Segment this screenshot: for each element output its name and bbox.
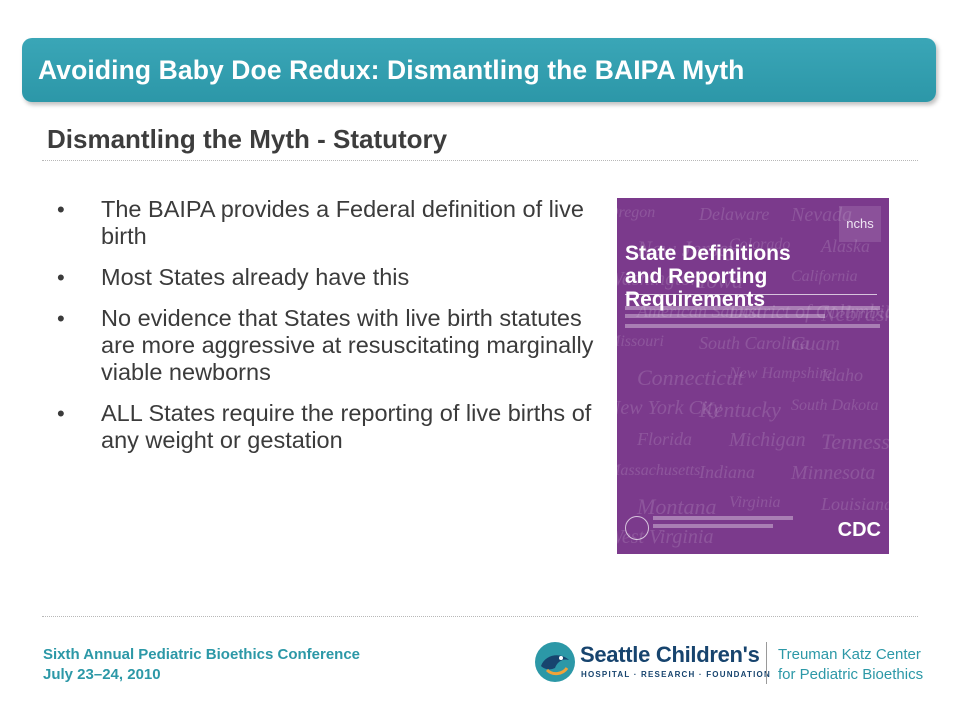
cdc-logo: CDC [837,519,881,541]
cover-state-name: California [791,268,858,286]
cover-fineprint [653,516,793,520]
whale-logo-icon [535,642,575,682]
cover-state-name: Oregon [617,204,656,221]
cover-state-name: Florida [637,429,693,450]
cover-state-name: Missouri [617,332,664,350]
cover-state-name: Louisiana [821,493,889,514]
bullet-item: • ALL States require the reporting of liv… [57,400,597,454]
title-bar: Avoiding Baby Doe Redux: Dismantling the… [22,38,936,102]
cover-state-name: Connecticut [637,365,744,390]
slide-subtitle: Dismantling the Myth - Statutory [47,124,448,154]
bullet-item: • No evidence that States with live birth… [57,305,597,386]
cover-state-name: Alaska [821,236,870,257]
bullet-dot: • [57,401,65,426]
cover-rule [625,294,877,295]
cover-state-name: Colorado [729,236,791,254]
cover-title: State Definitions and Reporting Requirem… [625,242,791,311]
bullet-dot: • [57,265,65,290]
top-divider [42,160,918,161]
cover-state-name: American Samoa [637,300,761,321]
bullet-text: No evidence that States with live birth … [101,305,594,385]
cover-state-name: Iowa [699,268,743,294]
cover-state-name: Washington [617,268,701,291]
bullet-item: • The BAIPA provides a Federal definition… [57,196,597,250]
conference-dates: July 23–24, 2010 [43,666,161,683]
cover-fineprint [625,306,880,310]
footer-divider [766,642,767,684]
cover-state-name: Nebraska [821,300,889,326]
cover-state-name: Nevada [791,204,853,226]
cover-fineprint [653,524,773,528]
bullet-item: • Most States already have this [57,264,597,291]
cover-state-name: Virginia [729,493,781,511]
cover-state-name: New York City [617,397,722,420]
cover-state-name: New Hampshire [729,365,832,382]
bottom-divider [42,616,918,617]
center-name-line1: Treuman Katz Center [778,646,921,663]
center-name-line2: for Pediatric Bioethics [778,666,924,683]
cover-state-name: South Carolina [699,332,809,353]
bullet-text: Most States already have this [101,264,410,290]
nchs-badge: nchs [839,206,881,242]
conference-name: Sixth Annual Pediatric Bioethics Confere… [43,646,361,663]
bullet-dot: • [57,306,65,331]
cover-state-name: Minnesota [791,461,876,484]
slide-title: Avoiding Baby Doe Redux: Dismantling the… [38,55,745,85]
bullet-text: ALL States require the reporting of live… [101,400,592,453]
cover-state-name: District of Columbia [729,300,889,323]
cover-state-name: Guam [791,332,840,355]
center-name: Treuman Katz Center for Pediatric Bioeth… [778,645,923,685]
cover-fineprint [625,324,880,328]
cover-state-name: Massachusetts [617,461,701,479]
bullet-dot: • [57,197,65,222]
cover-state-name: Delaware [699,204,770,224]
cover-fineprint [625,314,825,318]
org-name: Seattle Children's [580,642,760,667]
cover-state-name: Tennessee [821,429,889,455]
cover-state-name: South Dakota [791,397,879,415]
cover-state-name: Kentucky [699,397,781,423]
cover-state-name: Indiana [699,461,755,482]
cover-state-name: Michigan [729,429,806,452]
conference-info: Sixth Annual Pediatric Bioethics Confere… [43,645,360,685]
cover-state-name: Montana [637,493,717,519]
hhs-seal-icon [625,516,649,540]
cover-state-name: Idaho [821,365,863,385]
cover-state-name: New Jersey [637,236,738,262]
bullet-text: The BAIPA provides a Federal definition … [101,196,584,249]
org-tagline: HOSPITAL · RESEARCH · FOUNDATION [581,670,771,679]
bullet-list: • The BAIPA provides a Federal definition… [57,196,597,468]
